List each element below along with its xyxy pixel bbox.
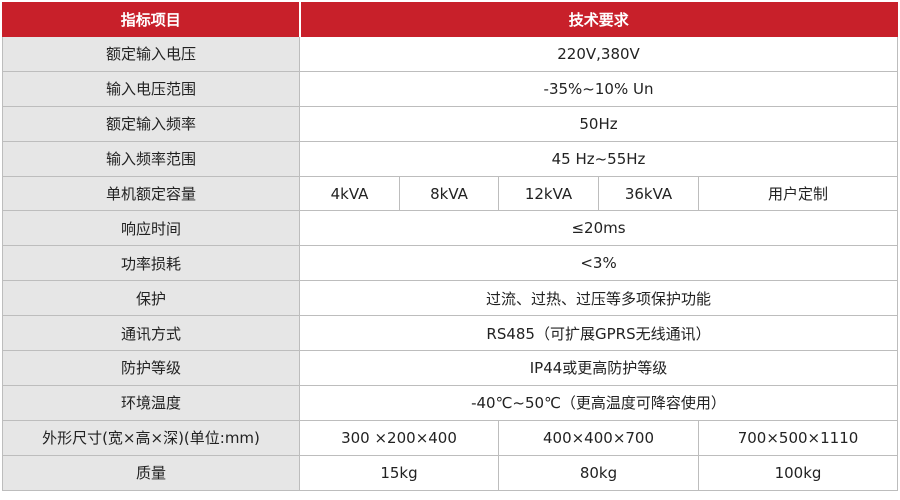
table-row: 额定输入频率 50Hz (2, 105, 899, 142)
row-label: 环境温度 (2, 384, 300, 421)
table-row: 环境温度 -40℃~50℃（更高温度可降容使用） (2, 384, 899, 421)
row-label: 额定输入频率 (2, 105, 300, 142)
table-row: 防护等级 IP44或更高防护等级 (2, 350, 899, 386)
spec-table: 指标项目 技术要求 额定输入电压 220V,380V 输入电压范围 -35%~1… (2, 2, 899, 491)
capacity-cell: 8kVA (399, 175, 499, 212)
table-row: 保护 过流、过热、过压等多项保护功能 (2, 280, 899, 317)
weight-cell: 100kg (697, 454, 899, 491)
table-row: 输入频率范围 45 Hz~55Hz (2, 140, 899, 177)
capacity-cell: 4kVA (299, 175, 400, 212)
row-value: 220V,380V (298, 36, 899, 72)
row-value: <3% (298, 245, 899, 282)
row-label: 防护等级 (2, 350, 300, 386)
dimension-cell: 700×500×1110 (697, 419, 899, 456)
row-value: 过流、过热、过压等多项保护功能 (298, 280, 899, 317)
dimension-cell: 300 ×200×400 (299, 419, 499, 456)
row-label: 输入电压范围 (2, 70, 300, 107)
row-label: 输入频率范围 (2, 140, 300, 177)
row-label: 单机额定容量 (2, 175, 300, 212)
row-value: 45 Hz~55Hz (298, 140, 899, 177)
row-label: 质量 (2, 454, 300, 491)
row-label: 响应时间 (2, 210, 300, 247)
row-value: 50Hz (298, 105, 899, 142)
table-row: 响应时间 ≤20ms (2, 210, 899, 247)
dimension-cell: 400×400×700 (498, 419, 699, 456)
row-value: RS485（可扩展GPRS无线通讯） (298, 315, 899, 352)
row-label: 额定输入电压 (2, 36, 300, 72)
row-label: 保护 (2, 280, 300, 317)
row-value: ≤20ms (298, 210, 899, 247)
capacity-cell: 12kVA (498, 175, 599, 212)
header-indicator: 指标项目 (2, 2, 301, 37)
weight-cell: 15kg (299, 454, 499, 491)
row-value: -40℃~50℃（更高温度可降容使用） (298, 384, 899, 421)
capacity-cell: 用户定制 (697, 175, 899, 212)
row-value: IP44或更高防护等级 (298, 350, 899, 386)
header-row: 指标项目 技术要求 (2, 2, 899, 37)
header-requirement: 技术要求 (298, 2, 899, 37)
row-label: 功率损耗 (2, 245, 300, 282)
row-value: -35%~10% Un (298, 70, 899, 107)
table-row: 外形尺寸(宽×高×深)(单位:mm) 300 ×200×400 400×400×… (2, 419, 899, 456)
table-row: 功率损耗 <3% (2, 245, 899, 282)
table-row: 输入电压范围 -35%~10% Un (2, 70, 899, 107)
table-row: 额定输入电压 220V,380V (2, 36, 899, 72)
table-row: 质量 15kg 80kg 100kg (2, 454, 899, 491)
row-label: 外形尺寸(宽×高×深)(单位:mm) (2, 419, 300, 456)
table-row: 通讯方式 RS485（可扩展GPRS无线通讯） (2, 315, 899, 352)
weight-cell: 80kg (498, 454, 699, 491)
row-label: 通讯方式 (2, 315, 300, 352)
table-row: 单机额定容量 4kVA 8kVA 12kVA 36kVA 用户定制 (2, 175, 899, 212)
capacity-cell: 36kVA (598, 175, 699, 212)
